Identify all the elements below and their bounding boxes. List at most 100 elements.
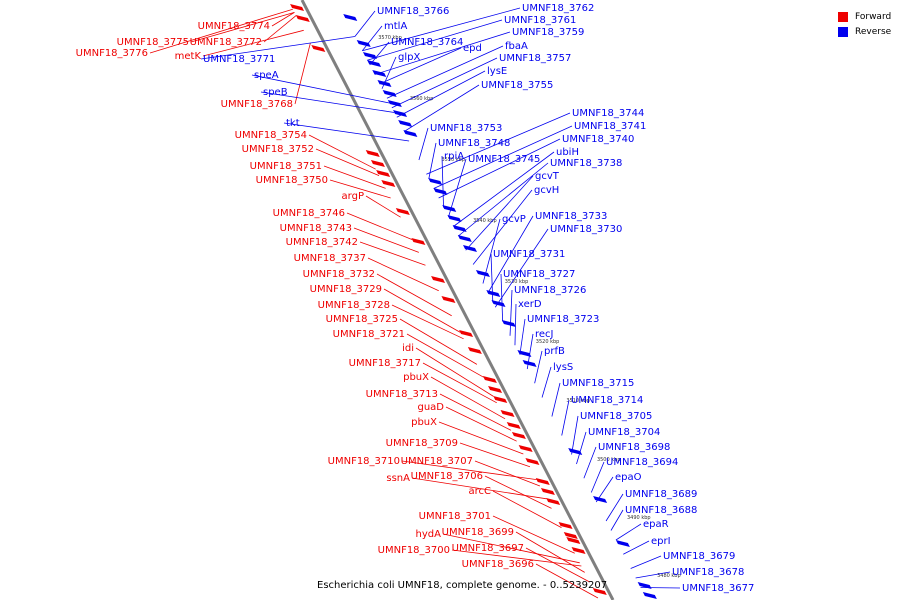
reverse-leader-line xyxy=(623,540,650,555)
reverse-gene-label: UMNF18_3766 xyxy=(377,6,449,17)
reverse-gene-label: UMNF18_3764 xyxy=(391,37,463,48)
reverse-gene-label: UMNF18_3744 xyxy=(572,108,644,119)
reverse-gene-arrow xyxy=(398,120,413,127)
reverse-leader-line xyxy=(534,350,543,384)
reverse-gene-arrow xyxy=(343,14,358,21)
forward-leader-line xyxy=(492,515,575,554)
reverse-gene-arrow xyxy=(382,90,397,97)
reverse-leader-line xyxy=(482,218,501,284)
reverse-leader-line xyxy=(369,41,390,66)
forward-gene-label: UMNF18_3697 xyxy=(452,543,524,554)
reverse-leader-line xyxy=(418,127,429,161)
reverse-gene-label: UMNF18_3730 xyxy=(550,224,622,235)
strand-legend: Forward Reverse xyxy=(838,9,891,39)
reverse-gene-label: UMNF18_3714 xyxy=(571,395,643,406)
reverse-gene-label: epaR xyxy=(643,519,669,530)
reverse-gene-label: rpiA xyxy=(444,151,464,162)
reverse-leader-line xyxy=(396,70,486,118)
forward-leader-line xyxy=(451,549,582,567)
reverse-leader-line xyxy=(438,138,561,199)
tick-label: 3540 kbp xyxy=(473,218,497,224)
genome-backbone xyxy=(300,0,615,600)
forward-leader-line xyxy=(515,531,585,573)
reverse-leader-line xyxy=(514,303,517,346)
forward-gene-arrow xyxy=(558,522,573,529)
forward-leader-line xyxy=(190,12,295,43)
reverse-gene-label: UMNF18_3771 xyxy=(203,54,275,65)
reverse-gene-label: mtlA xyxy=(384,21,407,32)
reverse-gene-label: UMNF18_3757 xyxy=(499,53,571,64)
forward-gene-arrow xyxy=(431,276,446,283)
forward-gene-arrow xyxy=(535,478,550,485)
reverse-leader-line xyxy=(441,155,444,208)
forward-leader-line xyxy=(439,393,512,431)
reverse-gene-label: UMNF18_3705 xyxy=(580,411,652,422)
forward-gene-label: UMNF18_3746 xyxy=(273,208,345,219)
forward-gene-arrow xyxy=(592,588,607,595)
tick-label: 3560 kbp xyxy=(410,96,434,102)
reverse-gene-arrow xyxy=(462,245,477,252)
reverse-gene-label: UMNF18_3733 xyxy=(535,211,607,222)
reverse-gene-arrow xyxy=(486,290,501,297)
forward-gene-arrow xyxy=(311,45,326,52)
reverse-leader-line xyxy=(615,523,642,541)
forward-gene-arrow xyxy=(365,150,380,157)
reverse-gene-label: speA xyxy=(254,70,279,81)
reverse-gene-label: ubiH xyxy=(556,147,579,158)
legend-label-reverse: Reverse xyxy=(855,26,892,37)
reverse-gene-label: tkt xyxy=(286,118,300,129)
tick-label: 3490 kbp xyxy=(627,515,651,521)
reverse-leader-line xyxy=(590,461,605,493)
forward-gene-label: UMNF18_3776 xyxy=(76,48,148,59)
forward-gene-arrow xyxy=(411,238,426,245)
forward-gene-label: guaD xyxy=(417,402,444,413)
reverse-gene-arrow xyxy=(491,300,506,307)
reverse-leader-line xyxy=(362,7,521,52)
reverse-leader-line xyxy=(367,19,503,61)
forward-gene-label: UMNF18_3772 xyxy=(190,37,262,48)
reverse-gene-arrow xyxy=(452,225,467,232)
reverse-leader-line xyxy=(448,158,467,218)
reverse-leader-line xyxy=(381,56,397,89)
forward-gene-label: UMNF18_3699 xyxy=(442,527,514,538)
forward-leader-line xyxy=(399,318,478,365)
forward-leader-line xyxy=(383,288,461,333)
reverse-gene-arrow xyxy=(517,350,532,357)
reverse-leader-line xyxy=(595,476,614,503)
reverse-leader-line xyxy=(635,571,671,579)
forward-gene-arrow xyxy=(376,170,391,177)
reverse-leader-line xyxy=(433,125,573,189)
forward-gene-arrow xyxy=(482,376,497,383)
reverse-gene-arrow xyxy=(593,496,608,503)
reverse-gene-arrow xyxy=(447,215,462,222)
reverse-gene-arrow xyxy=(475,270,490,277)
forward-gene-label: UMNF18_3728 xyxy=(318,300,390,311)
forward-gene-arrow xyxy=(566,537,581,544)
reverse-leader-line xyxy=(561,399,570,436)
reverse-gene-label: gcvT xyxy=(535,171,560,182)
reverse-gene-label: UMNF18_3688 xyxy=(625,505,697,516)
forward-gene-label: UMNF18_3706 xyxy=(411,471,483,482)
forward-gene-label: UMNF18_3713 xyxy=(366,389,438,400)
forward-leader-line xyxy=(346,212,413,240)
forward-gene-arrow xyxy=(493,396,508,403)
reverse-leader-line xyxy=(453,151,555,227)
forward-leader-line xyxy=(438,421,524,455)
reverse-gene-label: gcvH xyxy=(534,185,559,196)
reverse-leader-line xyxy=(541,366,552,398)
reverse-leader-line xyxy=(551,382,561,417)
reverse-leader-line xyxy=(576,431,587,465)
forward-gene-arrow xyxy=(546,498,561,505)
reverse-gene-label: lysE xyxy=(487,66,507,77)
forward-gene-label: pbuX xyxy=(403,372,429,383)
forward-gene-label: UMNF18_3752 xyxy=(242,144,314,155)
forward-leader-line xyxy=(329,179,391,199)
forward-gene-label: UMNF18_3725 xyxy=(326,314,398,325)
reverse-gene-label: glpX xyxy=(398,52,420,63)
forward-gene-arrow xyxy=(500,410,515,417)
tick-label: 3570 kbp xyxy=(378,35,402,41)
reverse-gene-label: xerD xyxy=(518,299,542,310)
forward-leader-line xyxy=(391,304,464,340)
reverse-gene-label: UMNF18_3753 xyxy=(430,123,502,134)
